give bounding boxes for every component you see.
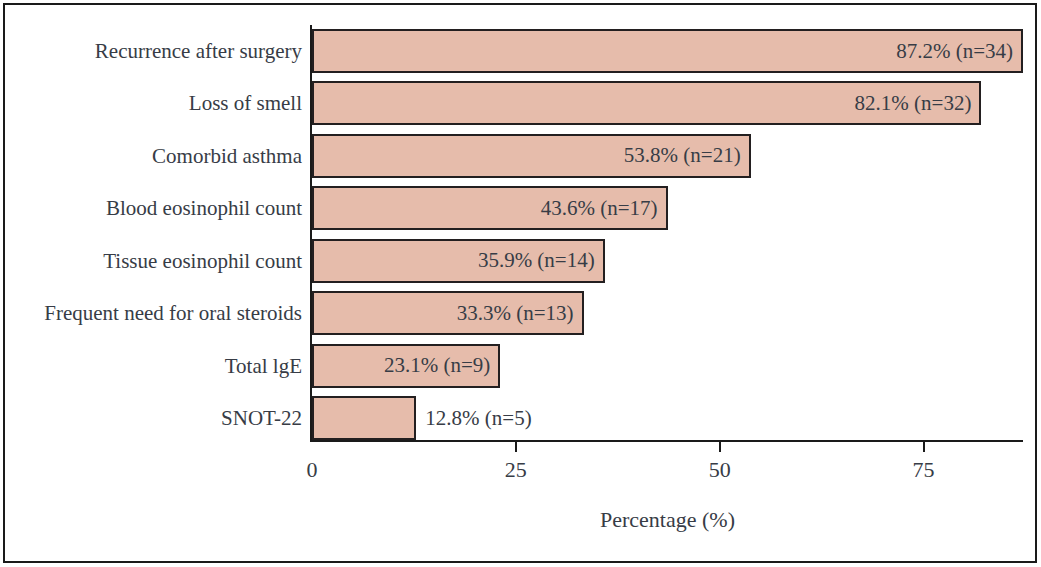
category-label: Blood eosinophil count — [10, 186, 302, 230]
category-label: Recurrence after surgery — [10, 29, 302, 73]
bar: 43.6% (n=17) — [312, 186, 668, 230]
chart-figure: Recurrence after surgery 87.2% (n=34) Loss… — [0, 0, 1041, 567]
bar-value-label: 12.8% (n=5) — [425, 396, 531, 440]
category-label: Tissue eosinophil count — [10, 239, 302, 283]
x-tick-mark — [719, 442, 721, 452]
category-label: Comorbid asthma — [10, 134, 302, 178]
bar-chart: Recurrence after surgery 87.2% (n=34) Loss… — [0, 0, 1041, 567]
x-tick-label: 25 — [486, 457, 546, 483]
x-axis-line — [310, 440, 1023, 442]
x-tick-label: 50 — [690, 457, 750, 483]
bar-value-label: 82.1% (n=32) — [855, 91, 972, 116]
bar-value-label: 87.2% (n=34) — [896, 39, 1013, 64]
x-tick-label: 0 — [282, 457, 342, 483]
category-label: SNOT-22 — [10, 396, 302, 440]
x-tick-label: 75 — [894, 457, 954, 483]
bar-value-label: 35.9% (n=14) — [478, 248, 595, 273]
bar-value-label: 53.8% (n=21) — [624, 143, 741, 168]
bar: 35.9% (n=14) — [312, 239, 605, 283]
bar: 23.1% (n=9) — [312, 344, 500, 388]
x-tick-mark — [515, 442, 517, 452]
bar: 82.1% (n=32) — [312, 81, 981, 125]
bar — [312, 396, 416, 440]
bar: 53.8% (n=21) — [312, 134, 751, 178]
bar-value-label: 43.6% (n=17) — [541, 196, 658, 221]
x-tick-mark — [923, 442, 925, 452]
x-axis-title: Percentage (%) — [312, 507, 1023, 533]
y-axis-line — [310, 25, 312, 442]
category-label: Frequent need for oral steroids — [10, 291, 302, 335]
category-label: Total lgE — [10, 344, 302, 388]
bar: 87.2% (n=34) — [312, 29, 1023, 73]
category-label: Loss of smell — [10, 81, 302, 125]
bar-value-label: 23.1% (n=9) — [384, 353, 490, 378]
bar: 33.3% (n=13) — [312, 291, 584, 335]
bar-value-label: 33.3% (n=13) — [457, 301, 574, 326]
